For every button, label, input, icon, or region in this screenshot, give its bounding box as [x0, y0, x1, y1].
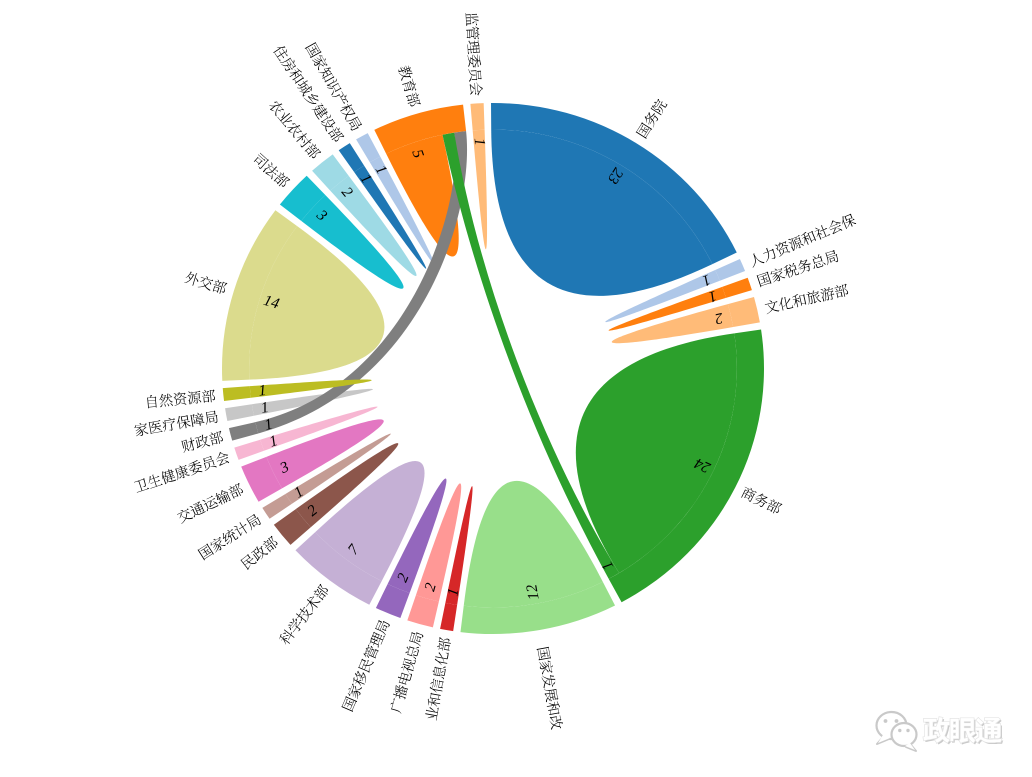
arc-band-国务院 [491, 103, 737, 265]
self-ribbon-业和信息化部 [445, 486, 473, 605]
self-ribbon-广播电视总局 [415, 483, 462, 602]
arc-band-国家统计局 [262, 493, 292, 519]
value-label: 1 [258, 382, 267, 400]
name-label-国家税务总局 [756, 250, 839, 288]
name-label-国家移民管理局 [341, 620, 390, 712]
name-label-人力资源和社会保 [752, 213, 857, 268]
arc-band-卫生健康委员会 [234, 439, 265, 460]
arc-band-住房和城乡建设部 [338, 143, 365, 173]
self-ribbon-住房和城乡建设部 [354, 165, 427, 269]
self-ribbon-外交部 [249, 226, 385, 380]
arc-band-自然资源部 [222, 386, 251, 402]
self-ribbons [249, 129, 737, 608]
self-ribbon-司法部 [301, 194, 404, 289]
name-label-业和信息化部 [425, 636, 451, 721]
name-label-科学技术部 [279, 583, 328, 645]
watermark [875, 710, 1004, 752]
self-ribbon-国家移民管理局 [387, 478, 447, 594]
arc-band-业和信息化部 [440, 602, 458, 632]
self-ribbon-农业农村部 [330, 175, 417, 277]
self-ribbon-国家统计局 [285, 433, 391, 504]
name-label-国务院 [635, 98, 668, 139]
self-ribbon-国家税务总局 [608, 286, 727, 331]
arc-band-广播电视总局 [407, 595, 439, 628]
arc-band-监管理委员会 [470, 103, 485, 131]
self-ribbon-交通运输部 [266, 419, 384, 489]
wechat-icon [875, 710, 918, 752]
watermark-text [922, 716, 1004, 745]
value-label: 1 [263, 416, 275, 434]
self-ribbon-自然资源部 [249, 379, 372, 398]
self-ribbon-教育部 [386, 134, 459, 257]
arc-band-国家知识产权局 [356, 133, 381, 163]
arc-band-交通运输部 [241, 456, 283, 502]
arc-band-外交部 [221, 210, 298, 381]
name-label-外交部 [184, 271, 228, 294]
value-label: 12 [523, 583, 543, 601]
name-label-住房和城乡建设部 [273, 46, 345, 142]
name-label-教育部 [398, 65, 421, 107]
name-label-卫生健康委员会 [133, 452, 230, 493]
self-ribbon-商务部 [575, 333, 737, 574]
name-label-监管理委员会 [465, 13, 483, 96]
arc-band-商务部 [608, 329, 764, 603]
link-ribbons [249, 131, 620, 579]
name-label-国家统计局 [197, 514, 261, 561]
arc-band-国家税务总局 [722, 277, 752, 298]
name-label-广播电视总局 [390, 631, 424, 714]
self-ribbon-国家知识产权局 [369, 156, 435, 264]
arc-band-司法部 [279, 175, 326, 221]
arc-band-家医疗保障局 [225, 404, 254, 422]
name-label-自然资源部 [147, 389, 216, 409]
name-label-文化和旅游部 [764, 283, 849, 315]
self-ribbon-国务院 [491, 129, 713, 296]
value-label: 2 [713, 309, 725, 327]
name-label-国家知识产权局 [304, 42, 362, 131]
self-ribbon-卫生健康委员会 [260, 406, 378, 451]
self-ribbon-人力资源和社会保 [605, 269, 720, 323]
self-ribbon-监管理委员会 [472, 129, 488, 250]
name-label-商务部 [741, 486, 783, 514]
self-ribbon-文化和旅游部 [611, 304, 734, 344]
arc-band-科学技术部 [295, 532, 382, 605]
arc-band-教育部 [374, 104, 467, 154]
value-label: 1 [471, 138, 488, 147]
arc-band-文化和旅游部 [727, 297, 760, 327]
arc-band-农业农村部 [312, 154, 349, 191]
arc-band-国家移民管理局 [375, 583, 410, 619]
name-label-财政部 [181, 430, 223, 453]
value-label: 24 [692, 454, 713, 476]
self-ribbon-科学技术部 [315, 460, 425, 582]
name-label-家医疗保障局 [134, 410, 218, 437]
link-教育部-商务部 [442, 132, 620, 579]
link-教育部-财政部 [255, 131, 468, 434]
value-label: 1 [444, 587, 462, 598]
name-label-交通运输部 [176, 482, 243, 524]
name-label-司法部 [253, 152, 291, 187]
arc-band-财政部 [228, 422, 259, 441]
name-label-民政部 [240, 535, 278, 570]
name-label-国家发展和改 [536, 646, 563, 730]
arc-band-民政部 [273, 509, 311, 545]
arc-band-国家发展和改 [460, 581, 616, 634]
value-label: 1 [260, 399, 271, 417]
self-ribbon-民政部 [295, 443, 399, 528]
value-label: 14 [262, 292, 282, 313]
name-label-农业农村部 [269, 101, 322, 159]
arc-band-人力资源和社会保 [715, 259, 746, 281]
arc-bands [221, 103, 764, 634]
self-ribbon-国家发展和改 [463, 480, 603, 608]
